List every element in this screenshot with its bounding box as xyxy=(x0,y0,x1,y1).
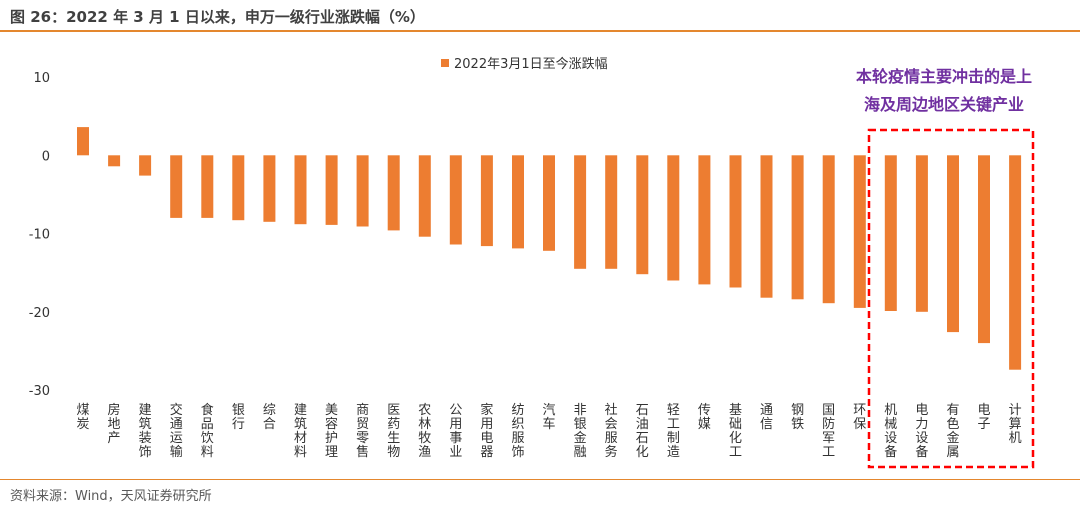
bar-国防军工 xyxy=(822,155,835,304)
bar-钢铁 xyxy=(791,155,804,300)
legend: 2022年3月1日至今涨跌幅 xyxy=(441,56,608,72)
x-tick-label: 环保 xyxy=(853,403,866,432)
x-tick-label: 机械设备 xyxy=(884,403,897,460)
bar-美容护理 xyxy=(325,155,338,225)
x-tick-label: 综合 xyxy=(263,403,276,432)
highlight-box xyxy=(867,128,1035,469)
bar-石油石化 xyxy=(636,155,649,275)
x-tick-label: 医药生物 xyxy=(387,403,400,460)
x-tick-label: 食品饮料 xyxy=(201,402,214,460)
x-tick-label: 银行 xyxy=(232,403,245,432)
bar-建筑材料 xyxy=(294,155,307,225)
x-tick-label: 轻工制造 xyxy=(667,403,680,460)
top-rule xyxy=(0,30,1080,32)
x-tick-label: 计算机 xyxy=(1009,403,1022,446)
bar-房地产 xyxy=(108,155,121,167)
bar-综合 xyxy=(263,155,276,222)
bar-计算机 xyxy=(1009,155,1022,370)
x-tick-label: 交通运输 xyxy=(170,402,183,460)
bottom-rule xyxy=(0,479,1080,480)
y-tick-label: -30 xyxy=(29,384,50,399)
bar-公用事业 xyxy=(449,155,462,245)
bar-社会服务 xyxy=(605,155,618,269)
bar-建筑装饰 xyxy=(139,155,152,176)
x-tick-label: 基础化工 xyxy=(729,403,742,460)
bar-有色金属 xyxy=(947,155,959,333)
bar-煤炭 xyxy=(77,127,89,156)
x-tick-label: 电力设备 xyxy=(915,403,928,460)
bar-医药生物 xyxy=(387,155,400,231)
source-note: 资料来源：Wind，天风证券研究所 xyxy=(10,489,212,504)
bar-传媒 xyxy=(698,155,711,285)
x-tick-label: 社会服务 xyxy=(605,402,618,460)
x-tick-label: 钢铁 xyxy=(791,403,804,432)
x-tick-label: 家用电器 xyxy=(480,402,493,460)
bar-非银金融 xyxy=(574,155,587,269)
x-tick-label: 非银金融 xyxy=(574,403,587,460)
x-tick-label: 国防军工 xyxy=(822,403,835,460)
bar-农林牧渔 xyxy=(418,155,431,237)
bar-环保 xyxy=(853,155,866,308)
x-tick-label: 有色金属 xyxy=(946,403,959,460)
bar-汽车 xyxy=(543,155,555,251)
bar-商贸零售 xyxy=(356,155,369,227)
bar-基础化工 xyxy=(729,155,742,288)
y-tick-label: -20 xyxy=(29,306,50,321)
bar-交通运输 xyxy=(170,155,183,218)
x-tick-label: 石油石化 xyxy=(636,403,649,460)
y-tick-label: -10 xyxy=(29,228,50,243)
bar-家用电器 xyxy=(480,155,493,247)
x-tick-label: 通信 xyxy=(760,403,773,432)
annotation: 本轮疫情主要冲击的是上 海及周边地区关键产业 xyxy=(856,67,1032,114)
legend-label: 2022年3月1日至今涨跌幅 xyxy=(454,56,608,72)
x-tick-label: 美容护理 xyxy=(325,403,338,460)
bar-纺织服饰 xyxy=(512,155,524,249)
x-tick-label: 汽车 xyxy=(543,403,556,432)
bar-轻工制造 xyxy=(667,155,680,281)
y-axis: 10 0 -10 -20 -30 xyxy=(29,71,50,399)
x-tick-label: 房地产 xyxy=(108,402,121,446)
bars-group xyxy=(77,127,1022,370)
figure-title: 图 26：2022 年 3 月 1 日以来，申万一级行业涨跌幅（%） xyxy=(10,8,425,26)
x-tick-label: 建筑装饰 xyxy=(139,403,152,460)
bar-电子 xyxy=(978,155,990,344)
x-tick-label: 农林牧渔 xyxy=(418,403,431,460)
x-tick-label: 纺织服饰 xyxy=(511,403,524,460)
x-tick-label: 电子 xyxy=(978,403,991,432)
x-tick-label: 商贸零售 xyxy=(356,403,369,460)
annotation-line-1: 本轮疫情主要冲击的是上 xyxy=(856,67,1032,86)
bar-电力设备 xyxy=(915,155,928,312)
x-tick-label: 公用事业 xyxy=(449,403,462,460)
x-tick-label: 煤炭 xyxy=(76,403,89,432)
x-tick-label: 传媒 xyxy=(698,403,711,432)
bar-机械设备 xyxy=(884,155,897,311)
y-tick-label: 10 xyxy=(33,71,50,86)
y-tick-label: 0 xyxy=(42,149,50,164)
legend-swatch xyxy=(441,59,449,67)
bar-通信 xyxy=(760,155,773,298)
x-tick-label: 建筑材料 xyxy=(294,403,307,460)
annotation-line-2: 海及周边地区关键产业 xyxy=(864,95,1024,114)
bar-食品饮料 xyxy=(201,155,214,218)
bar-银行 xyxy=(232,155,245,221)
